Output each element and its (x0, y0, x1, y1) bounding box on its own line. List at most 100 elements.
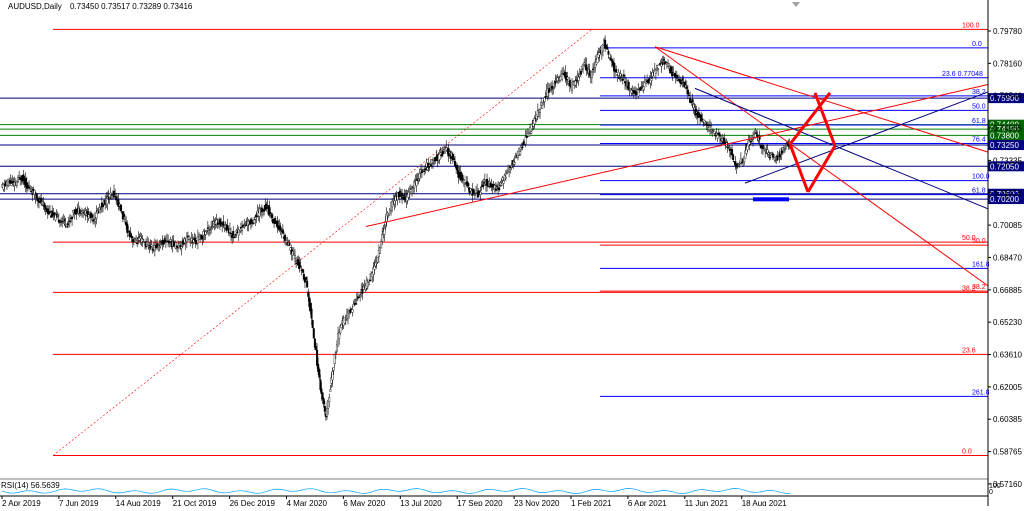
fib-ext-level-label: 161.8 (972, 261, 990, 268)
candle-body (115, 196, 118, 201)
candle-body (207, 230, 210, 234)
candle-body (533, 118, 536, 125)
candle-body (241, 227, 244, 232)
candle-body (311, 320, 314, 329)
y-tick-label: 0.74935 (993, 124, 1022, 133)
candle-body (596, 54, 599, 63)
candle-body (309, 302, 312, 312)
candle-body (726, 147, 729, 149)
candle-body (73, 213, 76, 216)
candle-body (15, 181, 18, 186)
candle-body (473, 194, 476, 196)
candle-body (691, 99, 694, 102)
candle-body (319, 379, 322, 390)
fib-red-level-label: 0.0 (962, 449, 972, 456)
candle-body (475, 192, 478, 194)
candle-body (739, 158, 742, 164)
candle-body (472, 189, 475, 194)
candle-body (778, 152, 781, 158)
candle-body (675, 75, 678, 79)
candle-body (242, 224, 245, 227)
x-tick-label: 11 Jun 2021 (685, 499, 729, 506)
scroll-arrow-icon[interactable] (792, 2, 800, 7)
candle-body (55, 214, 58, 216)
candle-body (721, 138, 724, 142)
candle-body (373, 265, 376, 270)
candle-body (621, 79, 624, 81)
candle-body (605, 44, 608, 48)
candle-body (413, 181, 416, 189)
candle-body (147, 244, 150, 246)
candle-body (149, 245, 152, 249)
candle-body (210, 227, 213, 229)
candle-body (743, 156, 746, 163)
candle-body (43, 203, 46, 208)
candle-body (688, 94, 691, 96)
candle-body (592, 68, 595, 71)
candle-body (270, 213, 273, 218)
candle-body (303, 278, 306, 283)
candle-body (652, 75, 655, 78)
candle-body (142, 241, 145, 243)
candle-body (608, 57, 611, 59)
candle-body (681, 78, 684, 81)
candle-body (344, 319, 347, 321)
candle-body (715, 132, 718, 135)
candle-body (53, 212, 56, 216)
candle-body (712, 129, 715, 131)
candle-body (314, 346, 317, 351)
red-downtrend-line-1 (654, 46, 989, 153)
y-tick-label: 0.79780 (993, 27, 1022, 36)
candle-body (415, 180, 418, 186)
candle-body (557, 76, 560, 79)
candle-body (243, 225, 246, 228)
candle-body (285, 240, 288, 243)
candle-body (78, 209, 81, 214)
candle-body (56, 215, 59, 217)
price-label-box (988, 130, 1024, 141)
candle-body (263, 208, 266, 212)
candle-body (234, 234, 237, 236)
candle-body (718, 134, 721, 137)
candle-body (425, 162, 428, 167)
x-tick-label: 1 Feb 2021 (571, 499, 612, 506)
candle-body (306, 280, 309, 288)
candle-body (622, 74, 625, 77)
candle-body (772, 154, 775, 156)
candle-body (307, 291, 310, 297)
fibonacci-layer: 100.0 50.0 38.2 23.6 0.0 0.0 23.6 0.77048 38.2 5… (52, 22, 990, 457)
candle-body (46, 208, 49, 214)
candle-body (327, 400, 330, 409)
red-uptrend-line (365, 83, 989, 228)
candle-body (494, 188, 497, 191)
candle-body (204, 231, 207, 235)
candle-body (281, 229, 284, 234)
candle-body (460, 174, 463, 179)
candle-body (79, 212, 82, 215)
y-tick-label: 0.57160 (993, 480, 1022, 489)
candle-body (316, 349, 319, 366)
candle-body (339, 325, 342, 334)
candle-body (561, 73, 564, 80)
y-tick-label: 0.60385 (993, 415, 1022, 424)
fib-blue-level-label: 23.6 0.77048 (942, 71, 983, 78)
candle-body (63, 219, 66, 222)
rsi-label: RSI(14) 56.5639 (1, 481, 60, 490)
candle-body (387, 214, 390, 216)
candle-body (662, 59, 665, 61)
candle-body (777, 158, 780, 160)
candle-body (448, 151, 451, 153)
candle-body (321, 392, 324, 400)
candle-body (670, 66, 673, 72)
candle-body (183, 238, 186, 244)
candle-body (483, 179, 486, 182)
candle-body (535, 114, 538, 120)
candle-body (683, 81, 686, 88)
candle-body (188, 236, 191, 240)
candle-body (126, 223, 129, 233)
candle-body (620, 78, 623, 80)
candle-body (627, 81, 630, 91)
candle-body (122, 213, 125, 217)
